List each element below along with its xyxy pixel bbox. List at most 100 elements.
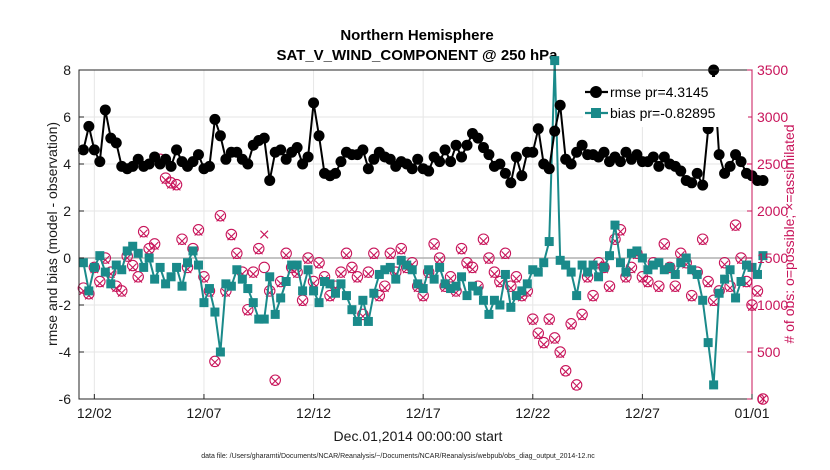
assimilated-obs-point: [150, 241, 159, 250]
bias-point: [462, 291, 472, 301]
rmse-point: [576, 139, 588, 151]
assimilated-obs-point: [709, 297, 718, 307]
y-right-tick-label: 1000: [757, 297, 788, 313]
rmse-point: [483, 149, 495, 161]
bias-point: [561, 260, 571, 270]
legend: rmse pr=4.3145 bias pr=-0.82895: [583, 77, 748, 127]
bias-point: [703, 338, 713, 348]
possible-obs-point: [729, 219, 742, 231]
rmse-series: [77, 64, 769, 191]
y-axis-right-label: # of obs: o=possible; ×=assimilated: [781, 124, 797, 343]
bias-point: [681, 253, 691, 263]
y-tick-label: -4: [59, 344, 72, 360]
assimilated-obs-point: [698, 236, 707, 246]
rmse-point: [264, 174, 276, 186]
possible-obs-point: [576, 308, 588, 321]
rmse-point: [691, 167, 703, 179]
bias-point: [418, 284, 428, 294]
y-right-tick-label: 3000: [757, 109, 788, 125]
bias-point: [435, 262, 445, 272]
possible-obs-point: [198, 271, 210, 283]
bias-point: [199, 298, 209, 308]
assimilated-obs-point: [161, 175, 170, 185]
possible-obs-point: [505, 280, 517, 292]
x-axis-label: Dec.01,2014 00:00:00 start: [334, 428, 503, 444]
rmse-point: [697, 179, 709, 191]
x-axis-ticks: 12/02 12/07 12/12 12/17 12/22 12/27 01/01: [77, 394, 770, 421]
rmse-point: [713, 149, 725, 161]
assimilated-obs-point: [353, 274, 362, 283]
assimilated-obs-point: [172, 182, 181, 191]
rmse-point: [675, 165, 687, 177]
bias-point: [720, 274, 730, 284]
possible-obs-point: [148, 238, 161, 250]
rmse-point: [647, 151, 659, 163]
bias-point: [254, 314, 264, 324]
bias-point: [550, 56, 560, 66]
legend-box: [583, 77, 748, 127]
assimilated-obs-point: [539, 340, 548, 349]
assimilated-obs-point: [758, 394, 768, 404]
assimilated-obs-point: [468, 265, 477, 274]
rmse-point: [406, 163, 418, 175]
possible-obs-point: [368, 247, 380, 260]
assimilated-obs-point: [314, 260, 324, 269]
assimilated-obs-point: [194, 227, 203, 236]
bias-point: [259, 314, 269, 324]
assimilated-obs-point: [347, 265, 357, 274]
assimilated-obs-point: [298, 297, 307, 307]
assimilated-obs-point: [671, 283, 680, 293]
possible-obs-point: [702, 275, 714, 288]
bias-point: [495, 300, 505, 310]
assimilated-obs-point: [271, 376, 280, 386]
assimilated-obs-point: [572, 381, 581, 391]
bias-point: [352, 316, 362, 326]
legend-bias-label: bias pr=-0.82895: [610, 105, 716, 121]
assimilated-obs-point: [177, 236, 187, 246]
bias-point: [84, 286, 94, 296]
bias-point: [566, 267, 576, 277]
legend-rmse-marker: [590, 86, 602, 98]
bias-point: [599, 262, 609, 272]
rmse-point: [83, 120, 95, 132]
assimilated-obs-point: [703, 279, 713, 288]
rmse-point: [456, 151, 468, 163]
assimilated-obs-point: [369, 250, 379, 260]
y-tick-label: 2: [63, 203, 71, 219]
bias-point: [320, 277, 330, 286]
assimilated-obs-point: [144, 246, 154, 255]
bias-point: [484, 309, 494, 319]
assimilated-obs-point: [342, 250, 351, 260]
possible-obs-point: [598, 261, 610, 274]
rmse-point: [313, 130, 325, 142]
assimilated-obs-point: [281, 250, 291, 260]
bias-point: [330, 288, 340, 298]
possible-obs-point: [653, 280, 665, 292]
possible-obs-point: [724, 280, 736, 292]
x-tick-label: 12/17: [406, 405, 441, 421]
bias-point: [232, 265, 242, 275]
rmse-point: [302, 151, 314, 163]
possible-obs-point: [685, 289, 698, 302]
bias-point: [742, 260, 752, 270]
x-tick-label: 12/07: [186, 405, 221, 421]
assimilated-obs-point: [577, 312, 587, 321]
bias-point: [654, 258, 664, 268]
assimilated-obs-point: [501, 250, 510, 260]
bias-point: [100, 267, 110, 277]
chart-title-line-1: Northern Hemisphere: [340, 27, 493, 44]
bias-point: [155, 262, 165, 272]
possible-obs-point: [669, 280, 682, 292]
assimilated-obs-point: [227, 232, 236, 241]
assimilated-obs-point: [545, 316, 554, 326]
rmse-point: [598, 146, 610, 158]
rmse-point: [99, 104, 111, 116]
assimilated-obs-point: [117, 288, 126, 297]
y-right-tick-label: 2000: [757, 203, 788, 219]
assimilated-obs-point: [216, 213, 225, 222]
y-right-tick-label: 2500: [757, 156, 788, 172]
bias-point: [133, 248, 143, 258]
rmse-point: [505, 177, 517, 189]
assimilated-obs-point: [134, 274, 143, 283]
possible-obs-point: [214, 209, 227, 222]
